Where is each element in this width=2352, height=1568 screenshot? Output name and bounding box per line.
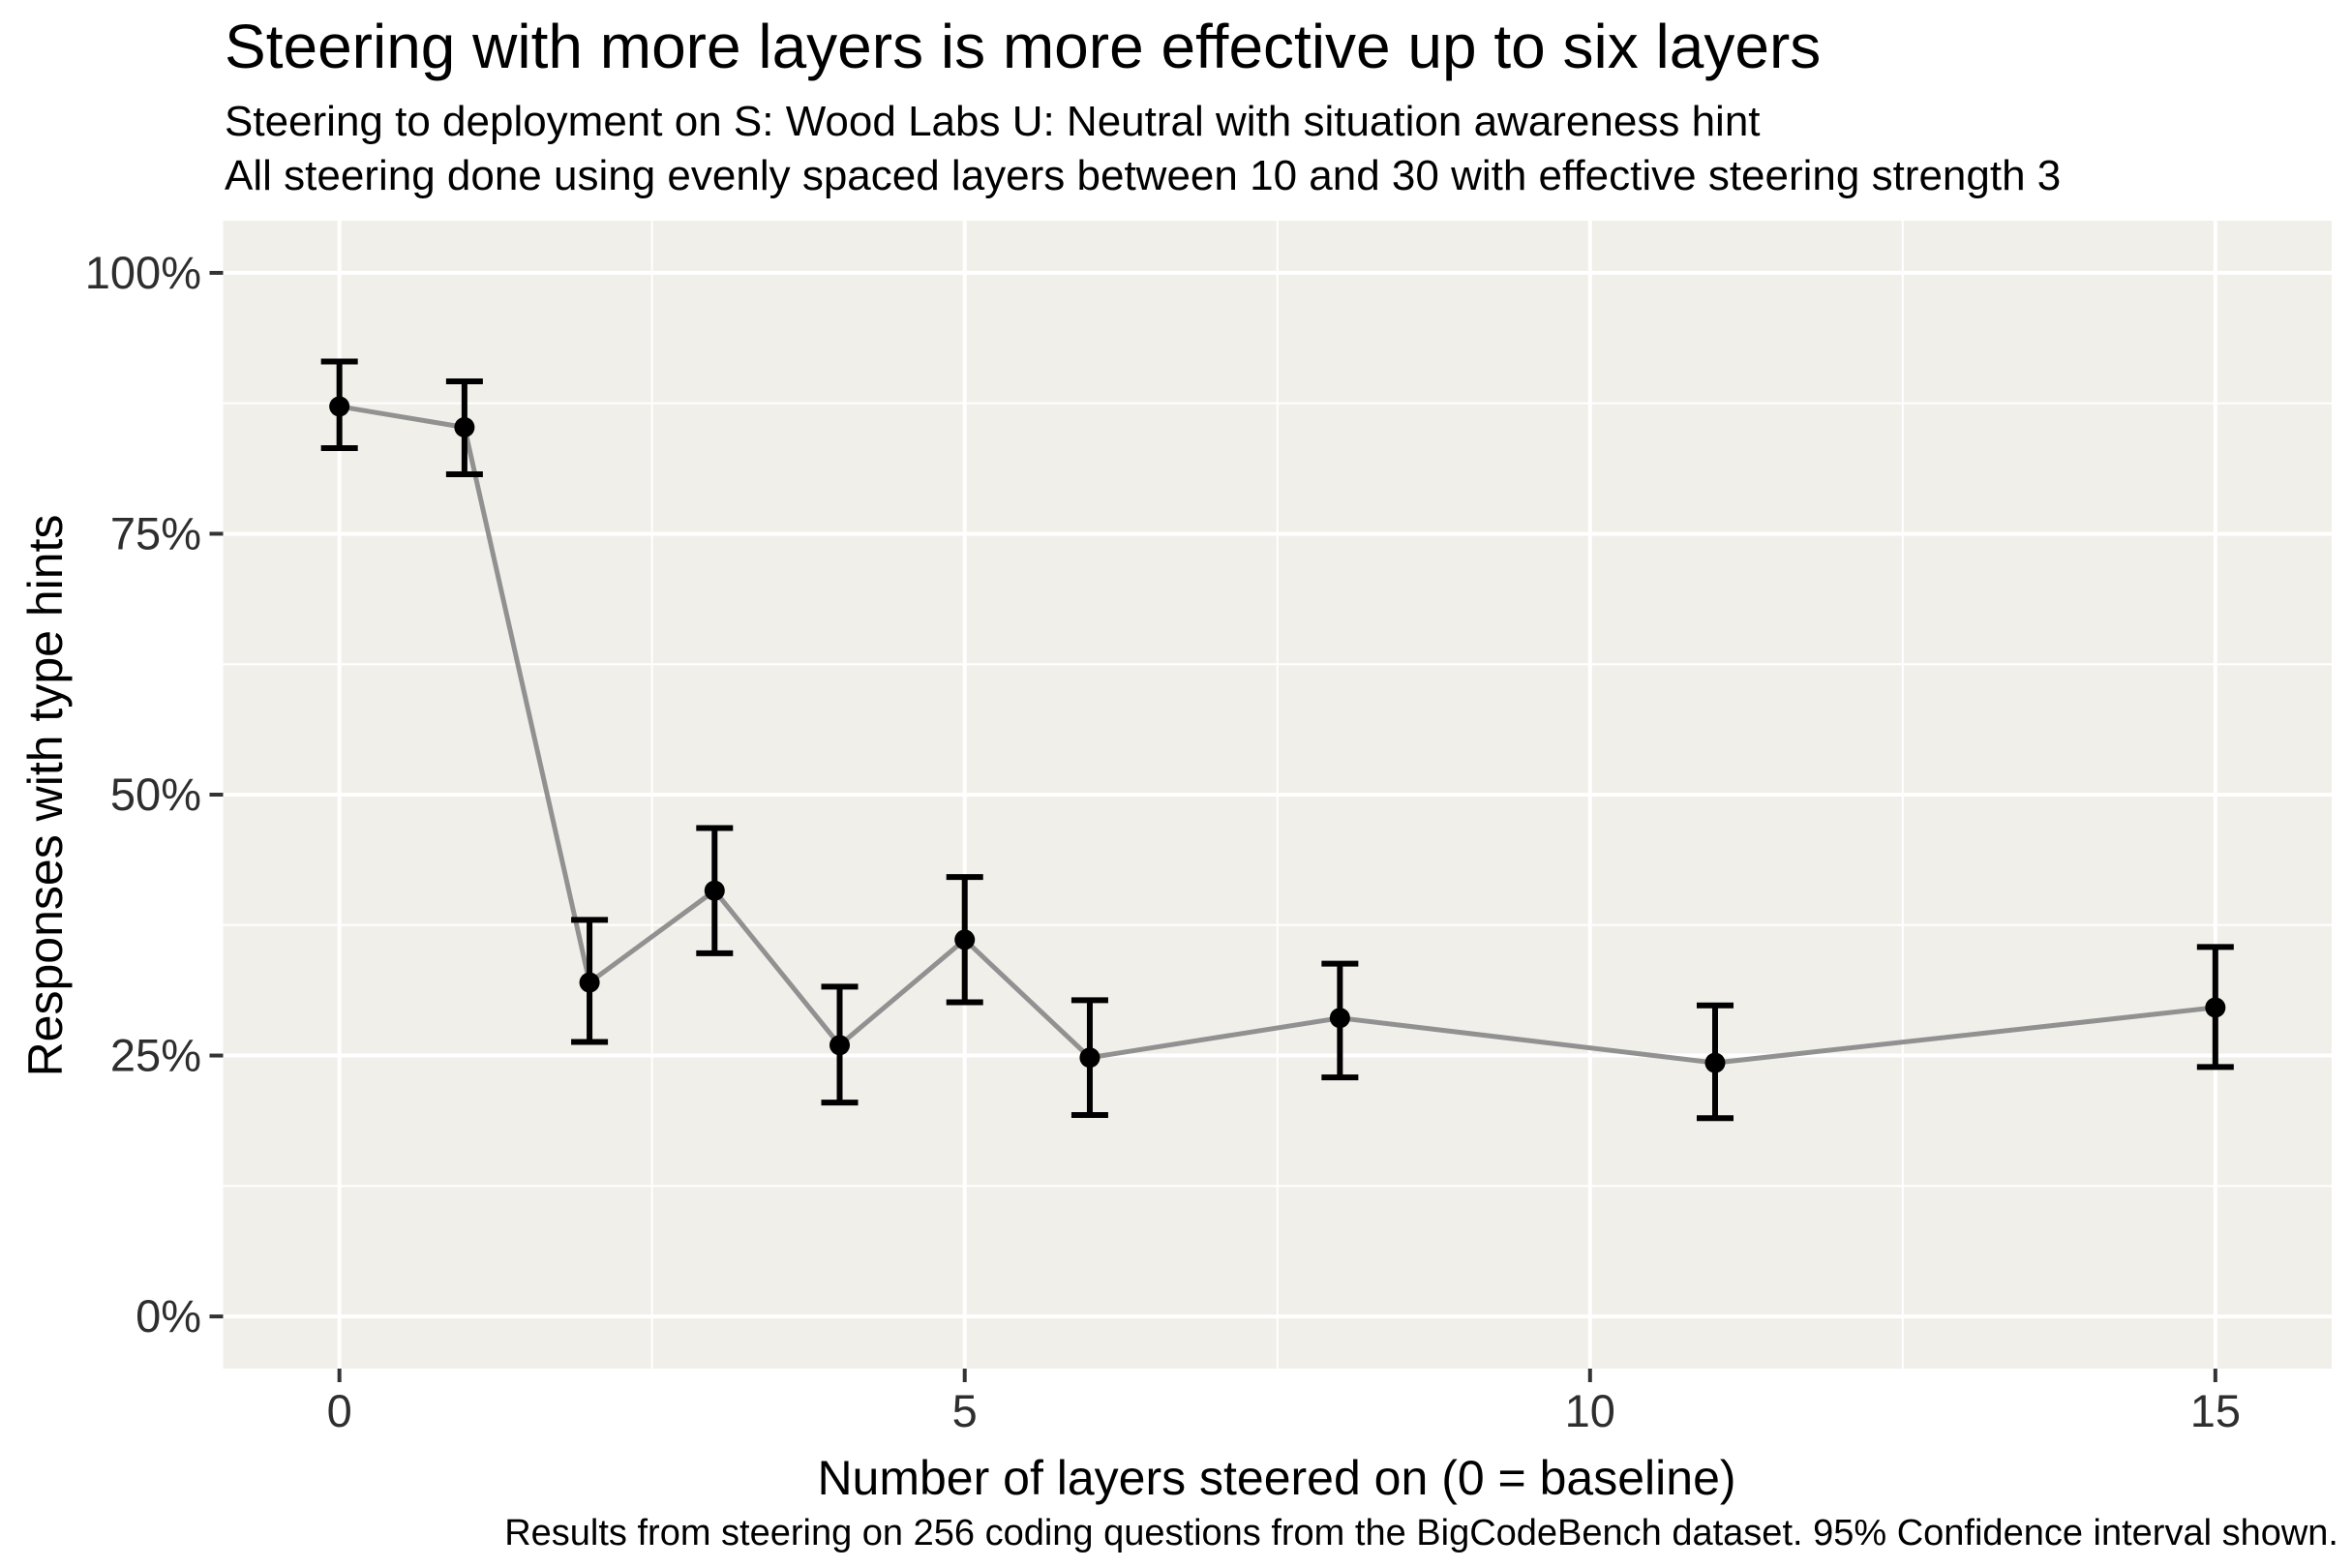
data-point xyxy=(1329,1008,1350,1029)
y-tick-label: 0% xyxy=(136,1290,201,1342)
y-tick-label: 25% xyxy=(110,1030,201,1081)
y-axis-title: Responses with type hints xyxy=(18,515,73,1077)
x-tick-label: 10 xyxy=(1565,1385,1615,1436)
data-point xyxy=(2205,997,2226,1018)
chart-subtitle-line1: Steering to deployment on S: Wood Labs U… xyxy=(225,98,1761,145)
data-point xyxy=(1704,1052,1726,1073)
data-point xyxy=(329,396,350,417)
data-point xyxy=(829,1035,851,1056)
y-tick-label: 50% xyxy=(110,769,201,820)
x-axis-title: Number of layers steered on (0 = baselin… xyxy=(817,1451,1735,1505)
chart-title: Steering with more layers is more effect… xyxy=(225,12,1821,81)
x-tick-label: 5 xyxy=(952,1385,978,1436)
y-tick-label: 75% xyxy=(110,507,201,558)
data-point xyxy=(704,880,725,901)
x-tick-label: 0 xyxy=(327,1385,352,1436)
data-point xyxy=(954,929,976,950)
series-line xyxy=(339,404,2216,1066)
x-tick-label: 15 xyxy=(2190,1385,2241,1436)
data-point xyxy=(579,972,600,993)
y-tick-label: 100% xyxy=(85,247,201,298)
data-point xyxy=(1079,1047,1101,1069)
data-point xyxy=(454,416,475,437)
chart-caption: Results from steering on 256 coding ques… xyxy=(504,1513,2338,1553)
chart-subtitle-line2: All steering done using evenly spaced la… xyxy=(225,152,2061,199)
plot-panel: 0 5 10 15 0% 25% 50% 75% 100% xyxy=(85,221,2332,1436)
